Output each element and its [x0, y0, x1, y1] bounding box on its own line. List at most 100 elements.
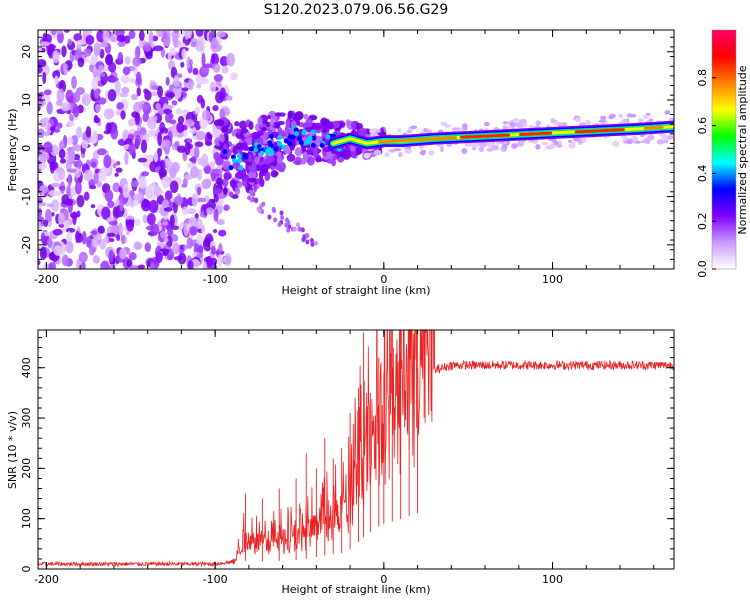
noise-blob [46, 203, 55, 208]
noise-blob [147, 212, 156, 226]
noise-blob [43, 262, 48, 269]
noise-blob [61, 254, 69, 267]
colorbar-tick-label: 0.8 [696, 69, 709, 87]
noise-blob [52, 50, 60, 64]
noise-blob [101, 206, 111, 220]
noise-blob [58, 223, 65, 228]
noise-blob [112, 162, 117, 169]
noise-blob [67, 173, 72, 187]
transition-blob [217, 193, 227, 199]
transition-blob [229, 179, 237, 188]
noise-blob [120, 110, 126, 120]
halo-blob [364, 152, 372, 156]
noise-blob [153, 45, 164, 52]
noise-blob [217, 44, 223, 51]
core-blob [238, 165, 244, 171]
noise-blob [159, 230, 168, 239]
noise-blob [43, 219, 49, 228]
noise-blob [92, 255, 100, 264]
noise-blob [85, 34, 95, 45]
noise-blob [52, 70, 61, 80]
transition-blob [256, 130, 264, 136]
spectrogram-y-label: Frequency (Hz) [6, 109, 19, 192]
noise-blob [130, 198, 135, 208]
noise-blob [207, 133, 213, 140]
noise-blob [109, 77, 119, 82]
core-blob [242, 153, 248, 159]
noise-blob [38, 59, 47, 68]
transition-blob [334, 127, 341, 132]
noise-blob [65, 241, 74, 254]
transition-blob [315, 155, 322, 163]
noise-blob [189, 226, 198, 236]
noise-blob [59, 158, 66, 164]
noise-blob [52, 228, 63, 236]
stray-blob [249, 197, 254, 203]
core-blob [267, 140, 273, 146]
noise-blob [218, 242, 223, 253]
noise-blob [100, 72, 106, 78]
transition-blob [352, 120, 357, 131]
noise-blob [196, 252, 204, 258]
transition-blob [257, 137, 264, 145]
transition-blob [219, 134, 225, 143]
noise-blob [115, 167, 123, 173]
core-blob [311, 135, 317, 141]
noise-blob [139, 127, 147, 135]
transition-blob [236, 128, 242, 135]
halo-blob [630, 113, 637, 118]
snr-x-label: Height of straight line (km) [281, 583, 430, 596]
noise-blob [67, 38, 73, 46]
noise-blob [169, 180, 179, 194]
noise-blob [44, 153, 50, 161]
noise-blob [90, 230, 98, 235]
noise-blob [144, 185, 152, 199]
noise-blob [181, 48, 187, 59]
noise-blob [81, 93, 91, 107]
noise-blob [180, 61, 185, 68]
noise-blob [81, 139, 89, 149]
noise-blob [85, 126, 92, 138]
halo-blob [618, 114, 624, 119]
noise-blob [104, 189, 114, 202]
noise-blob [176, 145, 186, 153]
core-blob [310, 129, 316, 135]
noise-blob [117, 41, 126, 47]
noise-blob [41, 95, 51, 102]
transition-blob [216, 177, 223, 186]
halo-blob [600, 115, 607, 121]
noise-blob [91, 161, 97, 168]
x-tick-label: 100 [542, 273, 563, 286]
snr-frame [37, 329, 675, 570]
halo-blob [523, 123, 528, 128]
noise-blob [119, 197, 124, 212]
colorbar-tick-label: 0.2 [696, 212, 709, 230]
noise-blob [216, 218, 225, 226]
noise-blob [203, 165, 211, 174]
noise-blob [119, 93, 129, 98]
noise-blob [110, 126, 119, 140]
noise-blob [148, 199, 159, 214]
x-tick-label: 0 [380, 573, 387, 586]
noise-blob [47, 237, 53, 248]
noise-blob [44, 208, 52, 223]
noise-blob [141, 199, 151, 212]
core-blob [281, 144, 287, 150]
noise-blob [50, 163, 56, 169]
noise-blob [201, 52, 206, 67]
halo-blob [517, 140, 525, 147]
core-blob [248, 146, 254, 152]
noise-blob [126, 218, 135, 232]
noise-blob [98, 97, 107, 105]
noise-blob [163, 108, 173, 115]
halo-blob [549, 143, 556, 149]
noise-blob [137, 157, 148, 163]
stray-blob [310, 241, 315, 247]
noise-blob [196, 94, 204, 104]
noise-blob [91, 130, 99, 144]
stray-blob [279, 210, 284, 216]
transition-blob [270, 170, 279, 178]
noise-blob [183, 129, 188, 137]
noise-blob [171, 100, 178, 106]
